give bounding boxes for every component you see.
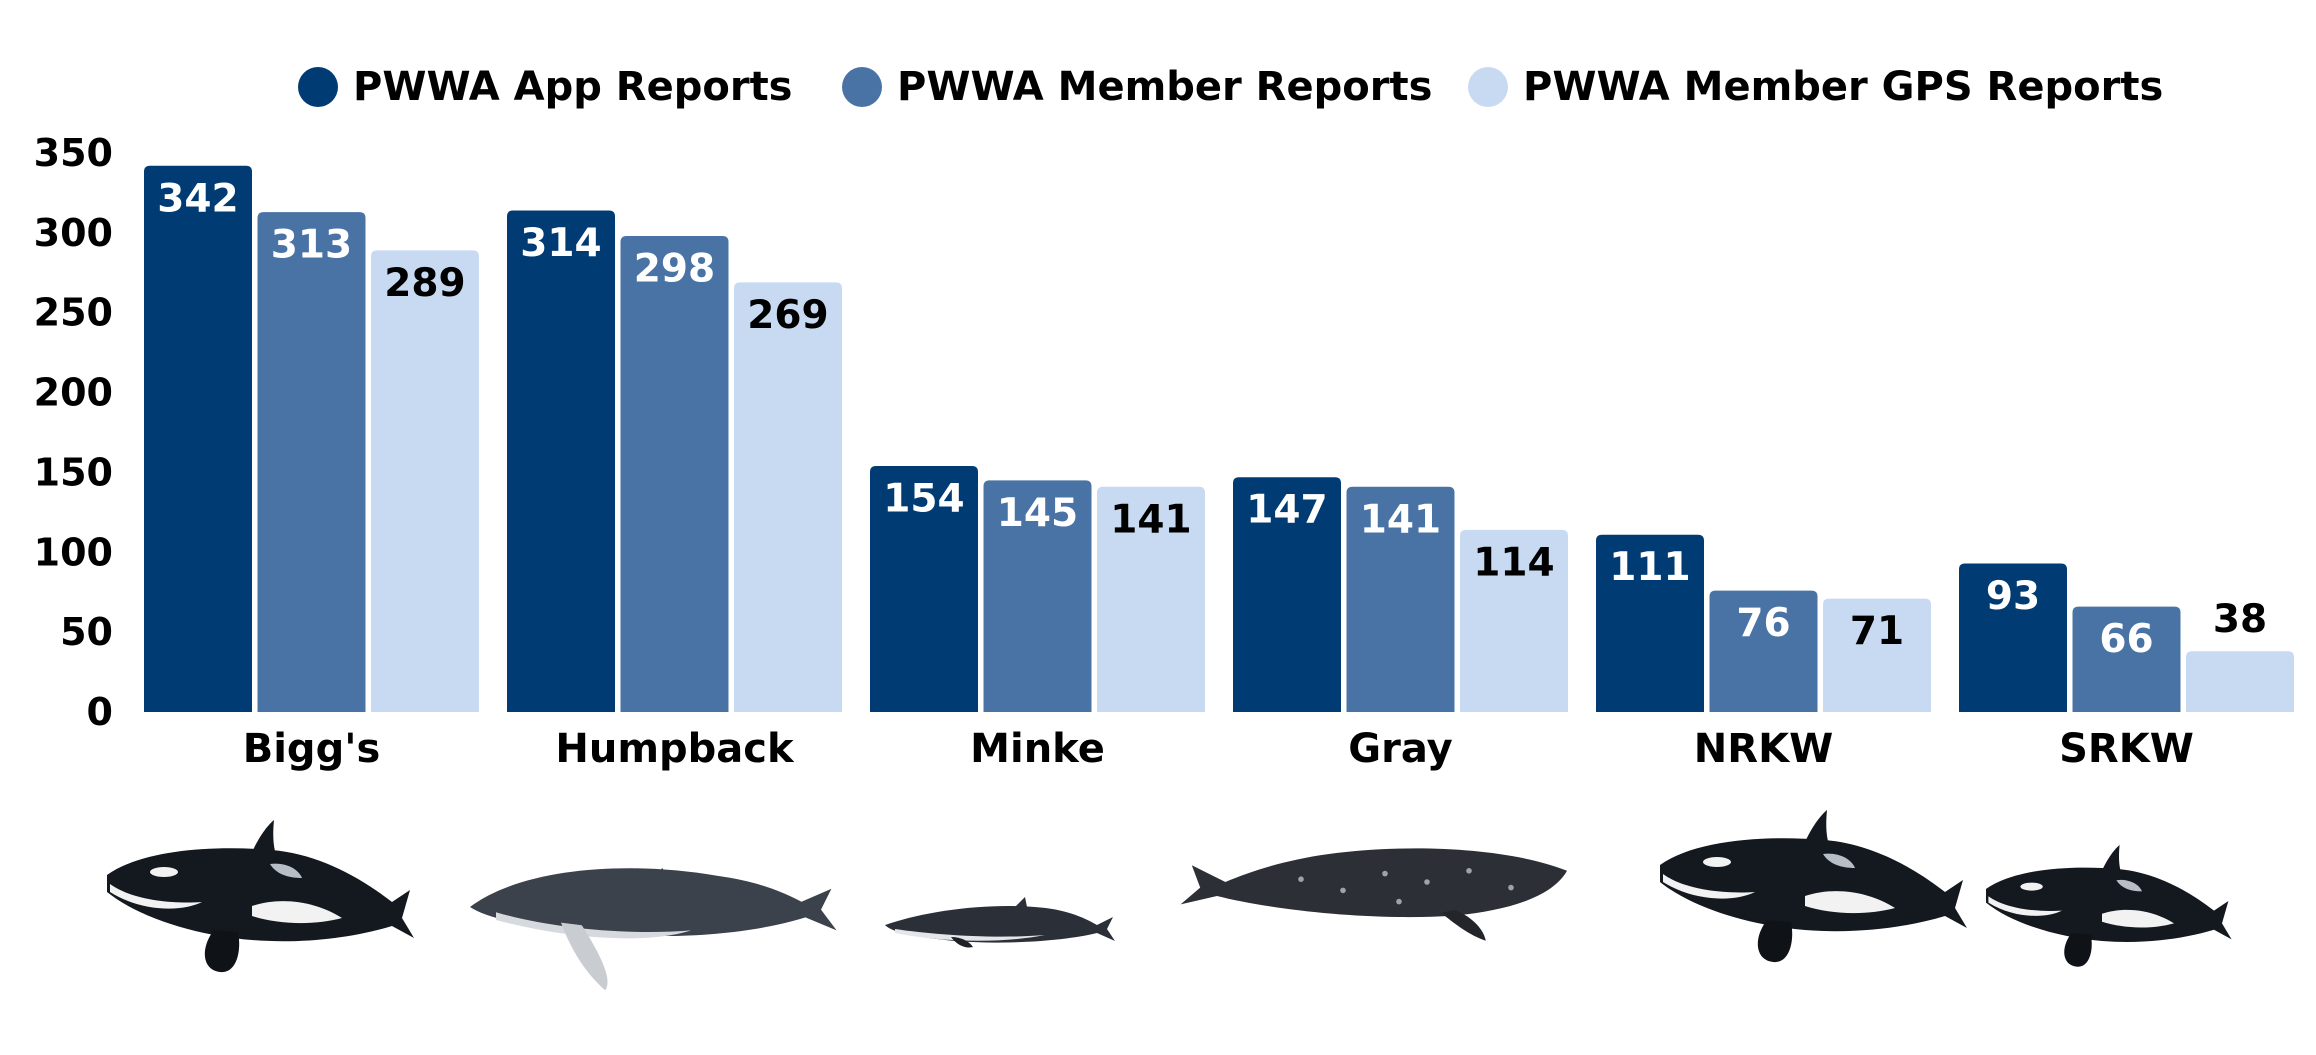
bar [1596, 534, 1704, 712]
y-tick-label: 100 [34, 530, 113, 574]
y-tick-label: 50 [60, 610, 113, 654]
orca-icon [107, 820, 414, 973]
bar [983, 480, 1092, 712]
bar [1097, 486, 1205, 712]
y-tick-label: 200 [34, 371, 113, 415]
legend-marker [298, 67, 338, 107]
bar [1709, 590, 1818, 712]
y-tick-label: 150 [34, 450, 113, 494]
bar-value-label: 114 [1473, 540, 1554, 585]
bar-value-label: 93 [1986, 574, 2040, 619]
bar [257, 212, 366, 712]
y-tick-label: 350 [34, 131, 113, 175]
bar-series-group: 342 313 289 314 298 269 154 145 141 147 141 114 111 7… [144, 165, 2294, 713]
y-axis: 0 50 100 150 200 250 300 350 [34, 131, 113, 734]
bar [870, 466, 978, 712]
legend-label: PWWA App Reports [353, 64, 793, 110]
humpback-whale-icon [470, 868, 837, 991]
bar [2186, 651, 2294, 712]
y-tick-label: 300 [34, 211, 113, 255]
gray-whale-icon [1180, 848, 1567, 941]
bar-value-label: 71 [1850, 609, 1904, 654]
legend-label: PWWA Member GPS Reports [1523, 64, 2163, 110]
x-category-label: Gray [1348, 726, 1452, 772]
x-category-label: SRKW [2059, 726, 2194, 772]
bar-value-label: 342 [157, 176, 238, 221]
bar [1233, 477, 1341, 712]
bar-value-label: 145 [997, 491, 1078, 536]
bar-value-label: 66 [2099, 617, 2153, 662]
bar-value-label: 141 [1110, 497, 1191, 542]
bar-value-label: 314 [520, 221, 601, 266]
bar-value-label: 313 [271, 223, 352, 268]
bar-value-label: 298 [634, 247, 715, 292]
y-tick-label: 0 [87, 690, 113, 734]
legend-marker [842, 67, 882, 107]
legend-marker [1468, 67, 1508, 107]
bar [620, 236, 729, 712]
whale-illustrations [107, 810, 2232, 991]
orca-icon [1986, 845, 2232, 967]
bar-value-label: 141 [1360, 497, 1441, 542]
bar [371, 250, 479, 712]
x-axis: Bigg's Humpback Minke Gray NRKW SRKW [243, 726, 2194, 772]
bar [1959, 563, 2067, 712]
y-tick-label: 250 [34, 291, 113, 335]
bar-value-label: 38 [2213, 597, 2267, 642]
bar [2072, 606, 2181, 712]
bar-value-label: 289 [384, 261, 465, 306]
x-category-label: Humpback [555, 726, 795, 772]
bar-value-label: 269 [747, 293, 828, 338]
x-category-label: NRKW [1694, 726, 1833, 772]
bar-value-label: 147 [1246, 488, 1327, 533]
bar [1460, 529, 1568, 712]
bar-value-label: 111 [1609, 545, 1690, 590]
bar [507, 210, 615, 713]
x-category-label: Minke [970, 726, 1105, 772]
chart-legend: PWWA App Reports PWWA Member Reports PWWA … [298, 64, 2163, 110]
bar [1346, 486, 1455, 712]
bar [734, 282, 842, 712]
bar [1823, 598, 1931, 712]
legend-label: PWWA Member Reports [897, 64, 1432, 110]
orca-icon [1660, 810, 1967, 963]
minke-whale-icon [885, 897, 1115, 948]
bar [144, 165, 252, 712]
bar-value-label: 154 [883, 477, 964, 522]
bar-value-label: 76 [1736, 601, 1790, 646]
x-category-label: Bigg's [243, 726, 381, 772]
